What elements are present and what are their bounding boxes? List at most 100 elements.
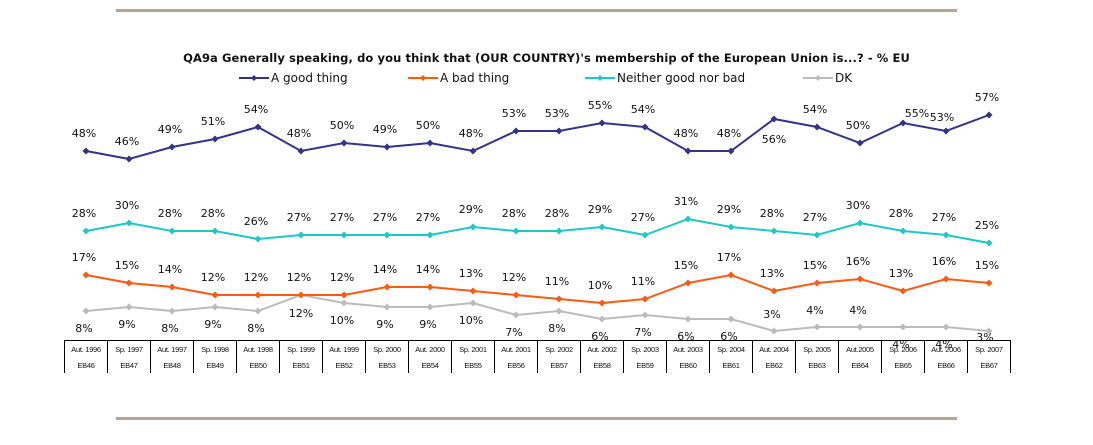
- data-point-a-bad-thing: [684, 279, 692, 287]
- data-point-a-bad-thing: [512, 291, 520, 299]
- data-label-a-bad-thing: 11%: [631, 275, 655, 288]
- data-label-neither-good-nor-bad: 28%: [201, 207, 225, 220]
- data-point-dk: [168, 307, 176, 315]
- data-point-a-bad-thing: [813, 279, 821, 287]
- data-label-neither-good-nor-bad: 25%: [975, 219, 999, 232]
- data-point-a-bad-thing: [211, 291, 219, 299]
- data-point-a-good-thing: [856, 139, 864, 147]
- data-label-a-good-thing: 53%: [545, 107, 569, 120]
- data-label-a-good-thing: 46%: [115, 135, 139, 148]
- data-label-neither-good-nor-bad: 31%: [674, 195, 698, 208]
- data-point-neither-good-nor-bad: [211, 227, 219, 235]
- data-label-a-bad-thing: 12%: [330, 271, 354, 284]
- data-point-neither-good-nor-bad: [340, 231, 348, 239]
- x-tick-label: Aut. 1997: [150, 340, 194, 358]
- data-label-neither-good-nor-bad: 29%: [588, 203, 612, 216]
- data-label-a-bad-thing: 13%: [889, 267, 913, 280]
- x-tick-label: Aut. 1998: [236, 340, 280, 358]
- legend: A good thing A bad thing Neither good no…: [0, 71, 1093, 87]
- legend-label-bad: A bad thing: [440, 71, 510, 85]
- data-point-dk: [598, 315, 606, 323]
- data-point-a-good-thing: [684, 147, 692, 155]
- data-label-dk: 8%: [161, 322, 178, 335]
- data-point-a-good-thing: [82, 147, 90, 155]
- x-tick-label: Aut. 1999: [322, 340, 366, 358]
- data-label-neither-good-nor-bad: 26%: [244, 215, 268, 228]
- x-tick-sublabel: EB52: [322, 358, 366, 373]
- data-point-a-good-thing: [942, 127, 950, 135]
- x-tick-sublabel: EB66: [924, 358, 968, 373]
- data-point-neither-good-nor-bad: [383, 231, 391, 239]
- data-point-neither-good-nor-bad: [813, 231, 821, 239]
- data-label-a-bad-thing: 12%: [502, 271, 526, 284]
- x-tick-label: Aut. 1996: [64, 340, 108, 358]
- data-label-a-bad-thing: 14%: [158, 263, 182, 276]
- data-label-a-bad-thing: 15%: [115, 259, 139, 272]
- data-label-neither-good-nor-bad: 27%: [932, 211, 956, 224]
- data-point-neither-good-nor-bad: [856, 219, 864, 227]
- data-point-neither-good-nor-bad: [555, 227, 563, 235]
- data-label-a-bad-thing: 16%: [846, 255, 870, 268]
- data-label-neither-good-nor-bad: 28%: [72, 207, 96, 220]
- data-point-neither-good-nor-bad: [942, 231, 950, 239]
- x-tick-label: Sp. 2003: [623, 340, 667, 358]
- data-point-dk: [856, 323, 864, 331]
- top-rule: [116, 9, 957, 12]
- data-point-neither-good-nor-bad: [598, 223, 606, 231]
- x-tick-label: Sp. 1998: [193, 340, 237, 358]
- x-tick-sublabel: EB56: [494, 358, 538, 373]
- x-tick-sublabel: EB65: [881, 358, 925, 373]
- legend-marker-good-icon: [239, 75, 269, 81]
- data-point-a-good-thing: [512, 127, 520, 135]
- data-label-neither-good-nor-bad: 27%: [287, 211, 311, 224]
- x-tick-label: Aut. 2002: [580, 340, 624, 358]
- data-label-a-bad-thing: 14%: [373, 263, 397, 276]
- data-point-a-good-thing: [168, 143, 176, 151]
- data-label-dk: 9%: [419, 318, 436, 331]
- data-label-a-good-thing: 51%: [201, 115, 225, 128]
- data-point-neither-good-nor-bad: [254, 235, 262, 243]
- data-point-a-bad-thing: [426, 283, 434, 291]
- data-point-a-good-thing: [125, 155, 133, 163]
- data-label-dk: 4%: [806, 304, 823, 317]
- x-axis-category-row: Aut. 1996 Sp. 1997 Aut. 1997 Sp. 1998 Aut. 1…: [64, 340, 1011, 358]
- x-tick-sublabel: EB67: [967, 358, 1011, 373]
- data-point-a-bad-thing: [168, 283, 176, 291]
- data-label-a-bad-thing: 13%: [459, 267, 483, 280]
- data-point-dk: [125, 303, 133, 311]
- bottom-rule: [116, 417, 957, 420]
- data-point-dk: [512, 311, 520, 319]
- data-point-neither-good-nor-bad: [727, 223, 735, 231]
- series-line-a-good-thing: [85, 114, 990, 161]
- x-tick-label: Aut. 2004: [752, 340, 796, 358]
- legend-item-dk: DK: [803, 71, 852, 85]
- data-point-dk: [469, 299, 477, 307]
- x-tick-sublabel: EB63: [795, 358, 839, 373]
- data-point-neither-good-nor-bad: [426, 231, 434, 239]
- data-label-a-bad-thing: 17%: [72, 251, 96, 264]
- data-point-a-bad-thing: [899, 287, 907, 295]
- x-tick-label: Sp. 2002: [537, 340, 581, 358]
- data-label-neither-good-nor-bad: 30%: [115, 199, 139, 212]
- data-label-a-bad-thing: 15%: [674, 259, 698, 272]
- data-point-a-bad-thing: [125, 279, 133, 287]
- x-tick-label: Sp. 2005: [795, 340, 839, 358]
- x-tick-sublabel: EB50: [236, 358, 280, 373]
- x-tick-sublabel: EB57: [537, 358, 581, 373]
- data-point-a-bad-thing: [856, 275, 864, 283]
- x-tick-sublabel: EB54: [408, 358, 452, 373]
- data-label-a-bad-thing: 14%: [416, 263, 440, 276]
- x-tick-sublabel: EB59: [623, 358, 667, 373]
- data-label-a-good-thing: 54%: [244, 103, 268, 116]
- data-label-neither-good-nor-bad: 28%: [502, 207, 526, 220]
- data-point-dk: [555, 307, 563, 315]
- x-tick-label: Aut.2005: [838, 340, 882, 358]
- data-point-a-good-thing: [985, 111, 993, 119]
- data-label-dk: 8%: [548, 322, 565, 335]
- legend-item-neither: Neither good nor bad: [585, 71, 745, 85]
- data-label-neither-good-nor-bad: 29%: [459, 203, 483, 216]
- data-label-neither-good-nor-bad: 29%: [717, 203, 741, 216]
- x-tick-label: Sp. 1997: [107, 340, 151, 358]
- data-label-dk: 9%: [118, 318, 135, 331]
